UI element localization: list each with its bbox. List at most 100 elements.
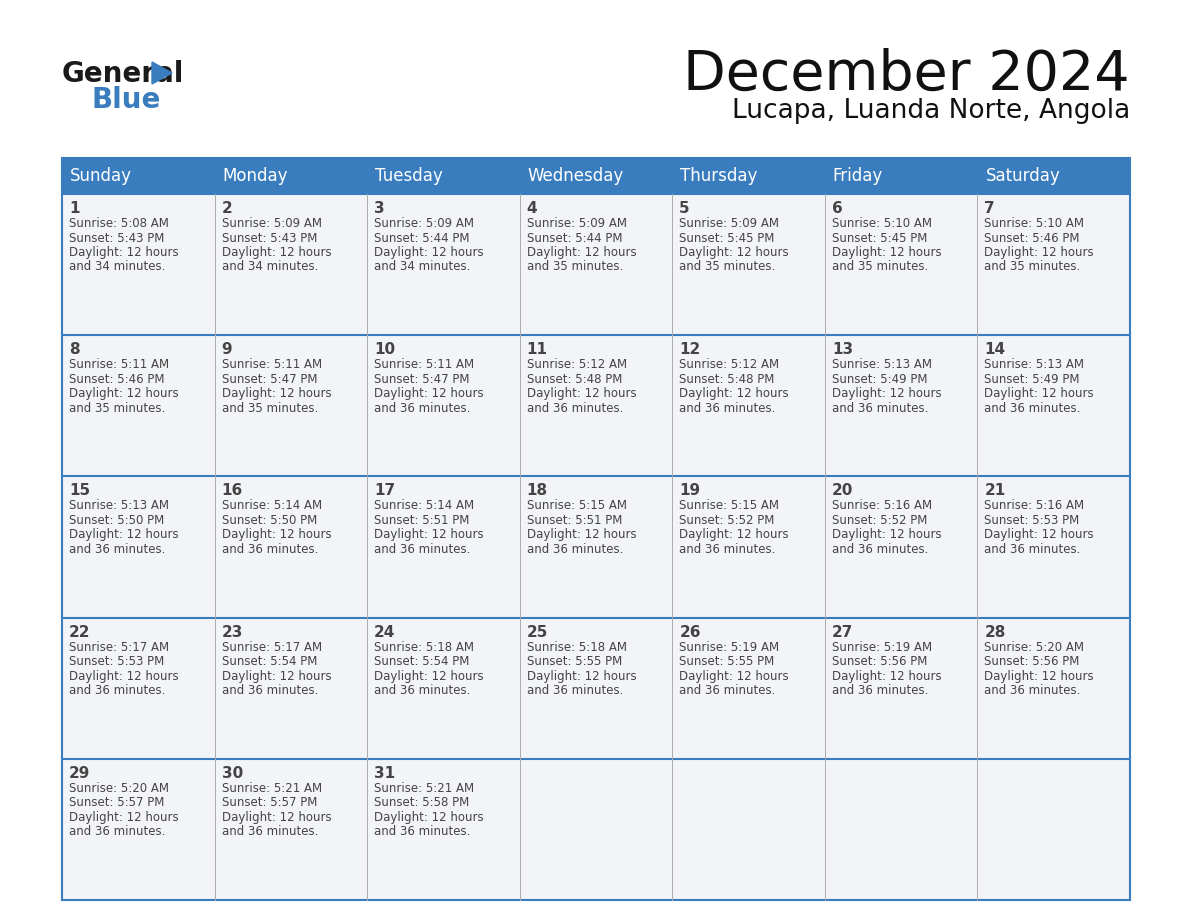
Text: Sunrise: 5:12 AM: Sunrise: 5:12 AM: [680, 358, 779, 371]
Text: and 36 minutes.: and 36 minutes.: [832, 402, 928, 415]
Text: Sunrise: 5:12 AM: Sunrise: 5:12 AM: [526, 358, 627, 371]
Text: Daylight: 12 hours: Daylight: 12 hours: [374, 246, 484, 259]
Text: Daylight: 12 hours: Daylight: 12 hours: [69, 669, 178, 683]
Text: Sunday: Sunday: [70, 167, 132, 185]
Text: 12: 12: [680, 342, 701, 357]
Bar: [367, 759, 519, 900]
Text: 20: 20: [832, 484, 853, 498]
Text: Sunset: 5:56 PM: Sunset: 5:56 PM: [985, 655, 1080, 668]
Bar: [978, 158, 1130, 194]
Text: Sunrise: 5:13 AM: Sunrise: 5:13 AM: [985, 358, 1085, 371]
Text: Daylight: 12 hours: Daylight: 12 hours: [69, 529, 178, 542]
Text: General: General: [62, 60, 184, 88]
Bar: [367, 618, 519, 759]
Text: Daylight: 12 hours: Daylight: 12 hours: [680, 246, 789, 259]
Text: 19: 19: [680, 484, 701, 498]
Text: Sunset: 5:57 PM: Sunset: 5:57 PM: [69, 796, 164, 810]
Text: and 36 minutes.: and 36 minutes.: [680, 543, 776, 556]
Text: Sunset: 5:51 PM: Sunset: 5:51 PM: [526, 514, 623, 527]
Text: Blue: Blue: [91, 86, 162, 114]
Text: and 36 minutes.: and 36 minutes.: [680, 684, 776, 697]
Text: 23: 23: [222, 624, 244, 640]
Text: Sunset: 5:55 PM: Sunset: 5:55 PM: [526, 655, 623, 668]
Bar: [978, 335, 1130, 476]
Text: 18: 18: [526, 484, 548, 498]
Bar: [824, 618, 978, 759]
Text: Sunset: 5:55 PM: Sunset: 5:55 PM: [680, 655, 775, 668]
Text: 16: 16: [222, 484, 242, 498]
Text: Sunrise: 5:18 AM: Sunrise: 5:18 AM: [526, 641, 627, 654]
Text: Sunset: 5:46 PM: Sunset: 5:46 PM: [985, 231, 1080, 244]
Text: 31: 31: [374, 766, 396, 781]
Text: Sunrise: 5:18 AM: Sunrise: 5:18 AM: [374, 641, 474, 654]
Text: Sunrise: 5:21 AM: Sunrise: 5:21 AM: [374, 782, 474, 795]
Text: Saturday: Saturday: [985, 167, 1060, 185]
Text: and 36 minutes.: and 36 minutes.: [526, 684, 623, 697]
Text: Daylight: 12 hours: Daylight: 12 hours: [222, 246, 331, 259]
Text: Daylight: 12 hours: Daylight: 12 hours: [985, 387, 1094, 400]
Text: Sunset: 5:43 PM: Sunset: 5:43 PM: [69, 231, 164, 244]
Text: 24: 24: [374, 624, 396, 640]
Text: Daylight: 12 hours: Daylight: 12 hours: [374, 529, 484, 542]
Bar: [978, 618, 1130, 759]
Text: and 35 minutes.: and 35 minutes.: [985, 261, 1081, 274]
Text: December 2024: December 2024: [683, 48, 1130, 102]
Text: Monday: Monday: [222, 167, 287, 185]
Text: Sunset: 5:43 PM: Sunset: 5:43 PM: [222, 231, 317, 244]
Text: Sunrise: 5:09 AM: Sunrise: 5:09 AM: [526, 217, 627, 230]
Text: and 34 minutes.: and 34 minutes.: [222, 261, 318, 274]
Text: Friday: Friday: [833, 167, 883, 185]
Text: and 36 minutes.: and 36 minutes.: [69, 684, 165, 697]
Bar: [62, 476, 215, 618]
Text: Sunrise: 5:17 AM: Sunrise: 5:17 AM: [69, 641, 169, 654]
Text: Sunrise: 5:17 AM: Sunrise: 5:17 AM: [222, 641, 322, 654]
Bar: [62, 158, 215, 194]
Text: Sunrise: 5:08 AM: Sunrise: 5:08 AM: [69, 217, 169, 230]
Text: 6: 6: [832, 201, 842, 216]
Bar: [978, 476, 1130, 618]
Bar: [62, 194, 215, 335]
Text: Sunset: 5:54 PM: Sunset: 5:54 PM: [374, 655, 469, 668]
Text: Daylight: 12 hours: Daylight: 12 hours: [69, 811, 178, 823]
Text: Daylight: 12 hours: Daylight: 12 hours: [222, 669, 331, 683]
Text: Daylight: 12 hours: Daylight: 12 hours: [526, 529, 637, 542]
Bar: [519, 759, 672, 900]
Text: 5: 5: [680, 201, 690, 216]
Bar: [215, 194, 367, 335]
Bar: [824, 194, 978, 335]
Text: Daylight: 12 hours: Daylight: 12 hours: [526, 669, 637, 683]
Text: 29: 29: [69, 766, 90, 781]
Text: 25: 25: [526, 624, 548, 640]
Text: Sunset: 5:44 PM: Sunset: 5:44 PM: [374, 231, 469, 244]
Text: Sunset: 5:53 PM: Sunset: 5:53 PM: [985, 514, 1080, 527]
Text: Sunrise: 5:11 AM: Sunrise: 5:11 AM: [374, 358, 474, 371]
Text: Daylight: 12 hours: Daylight: 12 hours: [832, 529, 941, 542]
Text: Sunset: 5:58 PM: Sunset: 5:58 PM: [374, 796, 469, 810]
Text: Daylight: 12 hours: Daylight: 12 hours: [680, 387, 789, 400]
Bar: [824, 335, 978, 476]
Text: Sunset: 5:51 PM: Sunset: 5:51 PM: [374, 514, 469, 527]
Text: Sunset: 5:47 PM: Sunset: 5:47 PM: [222, 373, 317, 386]
Text: 4: 4: [526, 201, 537, 216]
Text: and 36 minutes.: and 36 minutes.: [374, 825, 470, 838]
Text: and 35 minutes.: and 35 minutes.: [222, 402, 318, 415]
Text: Daylight: 12 hours: Daylight: 12 hours: [832, 669, 941, 683]
Text: 1: 1: [69, 201, 80, 216]
Text: Sunrise: 5:15 AM: Sunrise: 5:15 AM: [680, 499, 779, 512]
Text: Sunrise: 5:16 AM: Sunrise: 5:16 AM: [832, 499, 931, 512]
Bar: [672, 158, 824, 194]
Text: and 36 minutes.: and 36 minutes.: [222, 543, 318, 556]
Text: Sunrise: 5:19 AM: Sunrise: 5:19 AM: [832, 641, 931, 654]
Bar: [672, 335, 824, 476]
Text: Sunrise: 5:16 AM: Sunrise: 5:16 AM: [985, 499, 1085, 512]
Bar: [519, 335, 672, 476]
Text: and 36 minutes.: and 36 minutes.: [985, 684, 1081, 697]
Text: 8: 8: [69, 342, 80, 357]
Text: Daylight: 12 hours: Daylight: 12 hours: [222, 387, 331, 400]
Text: Sunset: 5:56 PM: Sunset: 5:56 PM: [832, 655, 927, 668]
Text: Sunrise: 5:13 AM: Sunrise: 5:13 AM: [69, 499, 169, 512]
Text: and 36 minutes.: and 36 minutes.: [222, 825, 318, 838]
Bar: [215, 618, 367, 759]
Text: Thursday: Thursday: [681, 167, 758, 185]
Text: Sunset: 5:49 PM: Sunset: 5:49 PM: [985, 373, 1080, 386]
